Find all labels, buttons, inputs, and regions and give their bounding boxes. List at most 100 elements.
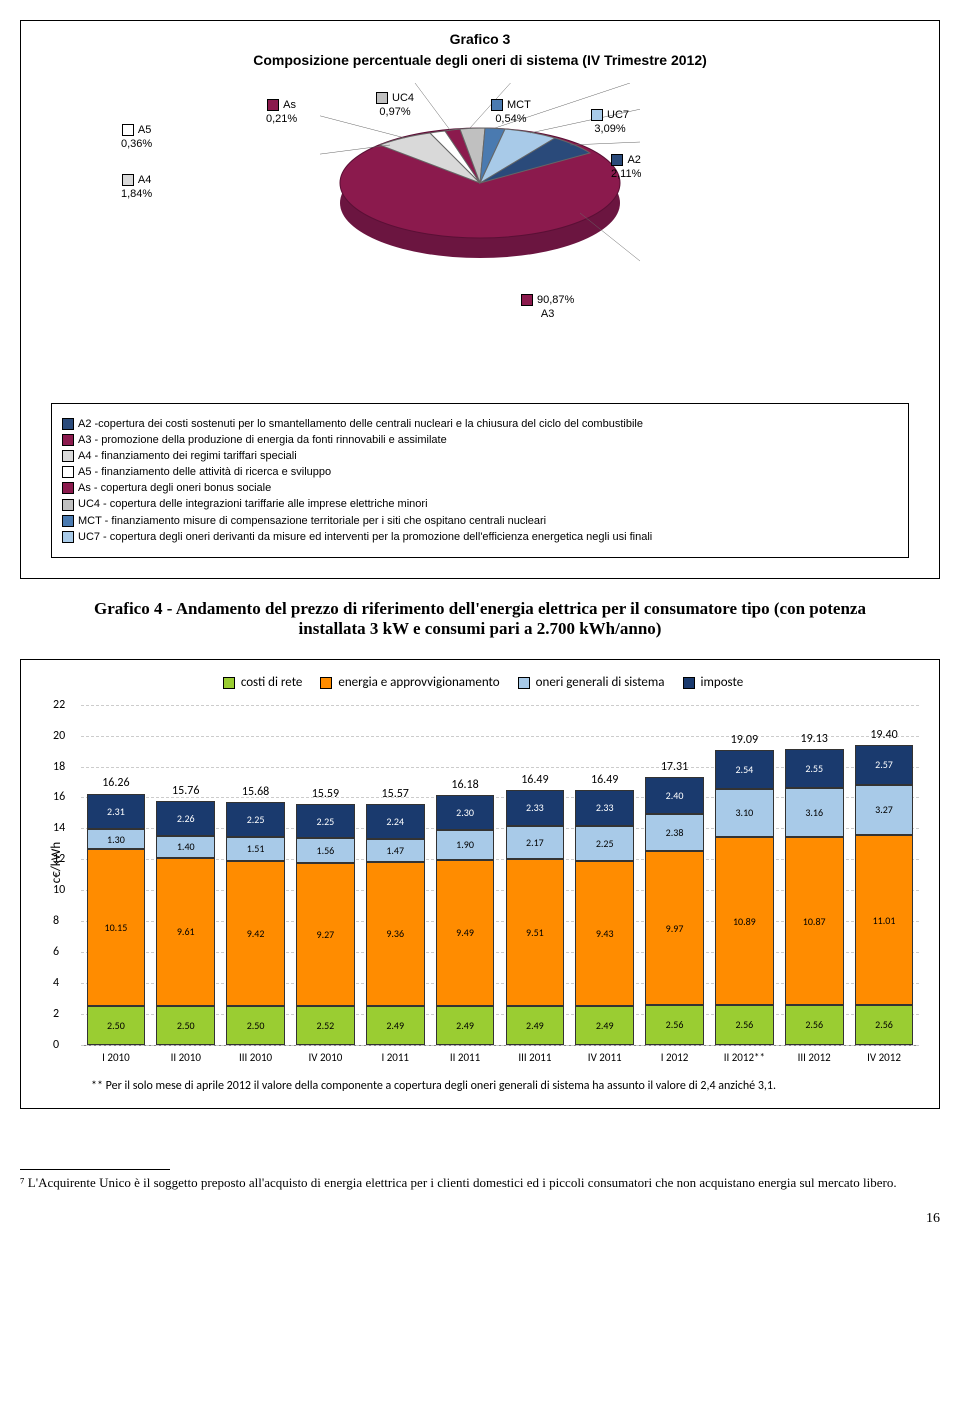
bar-seg-oneri: 1.56	[296, 838, 355, 862]
xlabel-7: IV 2011	[575, 1051, 634, 1064]
bar-seg-imposte: 2.57	[855, 745, 914, 785]
grafico3-subtitle: Composizione percentuale degli oneri di …	[31, 52, 929, 68]
bar-total: 19.09	[715, 733, 774, 747]
bar-seg-energia: 9.27	[296, 863, 355, 1006]
bar-total: 16.18	[436, 778, 495, 792]
bar-seg-imposte: 2.25	[226, 802, 285, 837]
xlabel-5: II 2011	[436, 1051, 495, 1064]
ytick: 6	[53, 945, 59, 959]
grafico3-container: Grafico 3 Composizione percentuale degli…	[20, 20, 940, 579]
bar-total: 17.31	[645, 760, 704, 774]
bar-seg-oneri: 3.27	[855, 785, 914, 836]
bar-group-3: 2.251.569.272.5215.59	[296, 705, 355, 1045]
bar-group-7: 2.332.259.432.4916.49	[575, 705, 634, 1045]
bar-seg-imposte: 2.31	[87, 794, 146, 830]
bar-seg-rete: 2.56	[855, 1005, 914, 1045]
xlabel-9: II 2012**	[715, 1051, 774, 1064]
bar-group-11: 2.573.2711.012.5619.40	[855, 705, 914, 1045]
bar-seg-oneri: 3.10	[715, 789, 774, 837]
ytick: 2	[53, 1007, 59, 1021]
bar-group-10: 2.553.1610.872.5619.13	[785, 705, 844, 1045]
bar-seg-rete: 2.50	[87, 1006, 146, 1045]
ytick: 10	[53, 883, 65, 897]
bar-seg-energia: 9.97	[645, 851, 704, 1005]
legend4-item-2: oneri generali di sistema	[512, 675, 665, 690]
footnote-7: ⁷ L'Acquirente Unico è il soggetto prepo…	[20, 1175, 940, 1191]
bar-seg-rete: 2.50	[226, 1006, 285, 1045]
grafico4-legend: costi di reteenergia e approvvigionament…	[31, 675, 929, 690]
xlabel-8: I 2012	[645, 1051, 704, 1064]
pie-label-A4: A41,84%	[121, 173, 152, 202]
bar-seg-energia: 10.15	[87, 849, 146, 1006]
bar-seg-oneri: 2.17	[506, 826, 565, 860]
bar-group-9: 2.543.1010.892.56 19.09	[715, 705, 774, 1045]
bar-group-5: 2.301.909.492.4916.18	[436, 705, 495, 1045]
bar-seg-imposte: 2.24	[366, 804, 425, 839]
bar-group-2: 2.251.519.422.5015.68	[226, 705, 285, 1045]
grafico4-footnote: ** Per il solo mese di aprile 2012 il va…	[91, 1079, 889, 1093]
bar-seg-imposte: 2.54	[715, 750, 774, 789]
bar-seg-rete: 2.56	[715, 1005, 774, 1045]
grafico4-container: costi di reteenergia e approvvigionament…	[20, 659, 940, 1109]
page-number: 16	[20, 1211, 940, 1227]
bar-total: 16.26	[87, 776, 146, 790]
bar-seg-energia: 9.43	[575, 861, 634, 1007]
bar-seg-oneri: 2.25	[575, 826, 634, 861]
legend3-item-3: A5 - finanziamento delle attività di ric…	[62, 466, 898, 478]
pie-label-A2: A22,11%	[611, 153, 641, 182]
bar-seg-energia: 10.87	[785, 837, 844, 1005]
bar-group-0: 2.311.3010.152.50 16.26	[87, 705, 146, 1045]
bar-seg-oneri: 2.38	[645, 814, 704, 851]
bar-total: 15.68	[226, 785, 285, 799]
xlabel-2: III 2010	[226, 1051, 285, 1064]
xlabel-10: III 2012	[785, 1051, 844, 1064]
bar-total: 15.59	[296, 787, 355, 801]
bar-seg-rete: 2.50	[156, 1006, 215, 1045]
ytick: 0	[53, 1038, 59, 1052]
bar-seg-energia: 9.36	[366, 862, 425, 1007]
bar-seg-energia: 9.49	[436, 860, 495, 1007]
bar-seg-imposte: 2.26	[156, 801, 215, 836]
legend3-item-6: MCT - finanziamento misure di compensazi…	[62, 515, 898, 527]
bar-seg-oneri: 1.90	[436, 830, 495, 859]
bar-seg-rete: 2.52	[296, 1006, 355, 1045]
bar-seg-rete: 2.49	[506, 1006, 565, 1044]
legend4-item-0: costi di rete	[217, 675, 303, 690]
ytick: 4	[53, 976, 59, 990]
bar-seg-imposte: 2.55	[785, 749, 844, 788]
bar-seg-oneri: 1.30	[87, 829, 146, 849]
bar-total: 15.76	[156, 784, 215, 798]
ytick: 8	[53, 914, 59, 928]
bar-chart-area: c€/kWh 02468101214161820222.311.3010.152…	[81, 705, 919, 1046]
bar-total: 19.40	[855, 728, 914, 742]
xlabel-11: IV 2012	[855, 1051, 914, 1064]
bar-total: 15.57	[366, 787, 425, 801]
ytick: 18	[53, 760, 65, 774]
legend3-item-7: UC7 - copertura degli oneri derivanti da…	[62, 531, 898, 543]
bar-seg-rete: 2.49	[366, 1006, 425, 1044]
xlabel-4: I 2011	[366, 1051, 425, 1064]
bar-seg-energia: 10.89	[715, 837, 774, 1005]
bar-seg-energia: 9.42	[226, 861, 285, 1007]
ytick: 22	[53, 698, 65, 712]
bar-seg-rete: 2.49	[575, 1006, 634, 1044]
pie-label-A3: 90,87%A3	[521, 293, 574, 322]
legend3-item-1: A3 - promozione della produzione di ener…	[62, 434, 898, 446]
ytick: 16	[53, 790, 65, 804]
xlabel-1: II 2010	[156, 1051, 215, 1064]
bar-total: 19.13	[785, 732, 844, 746]
bar-total: 16.49	[506, 773, 565, 787]
legend3-item-4: As - copertura degli oneri bonus sociale	[62, 482, 898, 494]
bar-group-1: 2.261.409.612.5015.76	[156, 705, 215, 1045]
legend3-item-2: A4 - finanziamento dei regimi tariffari …	[62, 450, 898, 462]
bar-total: 16.49	[575, 773, 634, 787]
bar-seg-rete: 2.56	[785, 1005, 844, 1045]
legend3-item-0: A2 -copertura dei costi sostenuti per lo…	[62, 418, 898, 430]
pie-label-UC4: UC40,97%	[376, 91, 414, 120]
grafico3-title: Grafico 3	[31, 31, 929, 47]
ytick: 20	[53, 729, 65, 743]
bar-group-8: 2.402.389.972.5617.31	[645, 705, 704, 1045]
bar-seg-rete: 2.56	[645, 1005, 704, 1045]
bar-group-6: 2.332.179.512.4916.49	[506, 705, 565, 1045]
xlabel-0: I 2010	[87, 1051, 146, 1064]
